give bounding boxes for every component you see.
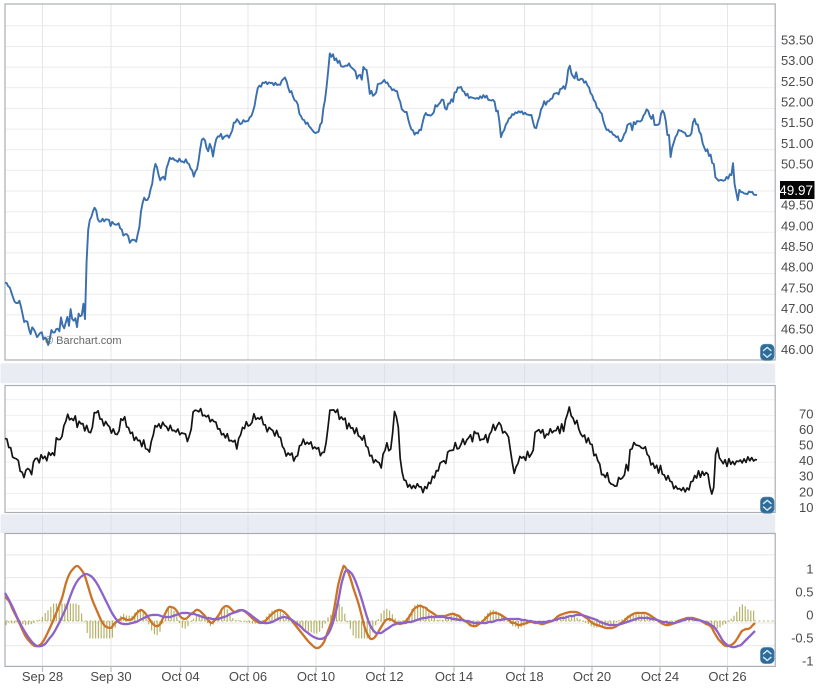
svg-text:Oct 12: Oct 12 xyxy=(365,669,403,684)
svg-text:49.50: 49.50 xyxy=(781,198,814,213)
svg-text:Sep 28: Sep 28 xyxy=(22,669,63,684)
svg-text:0: 0 xyxy=(806,608,813,623)
svg-text:Oct 14: Oct 14 xyxy=(435,669,473,684)
svg-text:Oct 06: Oct 06 xyxy=(229,669,267,684)
svg-text:40: 40 xyxy=(799,453,813,468)
svg-text:47.00: 47.00 xyxy=(781,301,814,316)
svg-text:-1: -1 xyxy=(802,654,814,669)
svg-text:0.5: 0.5 xyxy=(795,585,813,600)
svg-text:49.97: 49.97 xyxy=(779,183,813,198)
svg-text:Oct 04: Oct 04 xyxy=(161,669,199,684)
svg-text:52.00: 52.00 xyxy=(781,94,814,109)
svg-text:53.50: 53.50 xyxy=(781,33,814,48)
svg-text:60: 60 xyxy=(799,422,813,437)
svg-text:20: 20 xyxy=(799,484,813,499)
svg-text:46.50: 46.50 xyxy=(781,322,814,337)
svg-text:46.00: 46.00 xyxy=(781,342,814,357)
svg-text:47.50: 47.50 xyxy=(781,280,814,295)
svg-text:70: 70 xyxy=(799,406,813,421)
svg-text:Oct 26: Oct 26 xyxy=(708,669,746,684)
svg-text:10: 10 xyxy=(799,500,813,515)
svg-text:51.50: 51.50 xyxy=(781,115,814,130)
svg-text:-0.5: -0.5 xyxy=(791,631,813,646)
svg-text:50: 50 xyxy=(799,438,813,453)
svg-text:49.00: 49.00 xyxy=(781,218,814,233)
svg-text:© Barchart.com: © Barchart.com xyxy=(45,335,122,347)
svg-text:50.50: 50.50 xyxy=(781,156,814,171)
svg-text:Sep 30: Sep 30 xyxy=(90,669,131,684)
svg-text:Oct 18: Oct 18 xyxy=(505,669,543,684)
svg-text:48.50: 48.50 xyxy=(781,239,814,254)
svg-text:Oct 10: Oct 10 xyxy=(297,669,335,684)
svg-text:51.00: 51.00 xyxy=(781,136,814,151)
svg-text:30: 30 xyxy=(799,469,813,484)
svg-text:1: 1 xyxy=(806,562,813,577)
svg-text:Oct 24: Oct 24 xyxy=(641,669,679,684)
svg-text:48.00: 48.00 xyxy=(781,260,814,275)
svg-text:53.00: 53.00 xyxy=(781,53,814,68)
svg-text:52.50: 52.50 xyxy=(781,74,814,89)
svg-text:Oct 20: Oct 20 xyxy=(573,669,611,684)
